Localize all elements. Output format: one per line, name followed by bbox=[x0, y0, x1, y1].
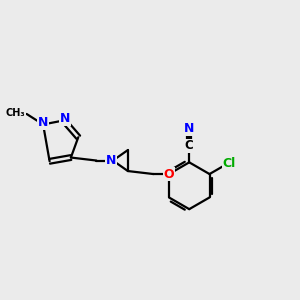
Text: C: C bbox=[185, 139, 194, 152]
Text: O: O bbox=[164, 167, 174, 181]
Text: Cl: Cl bbox=[222, 157, 236, 170]
Text: N: N bbox=[106, 154, 116, 167]
Text: N: N bbox=[184, 122, 194, 135]
Text: N: N bbox=[60, 112, 70, 125]
Text: CH₃: CH₃ bbox=[5, 108, 25, 118]
Text: N: N bbox=[38, 116, 48, 129]
